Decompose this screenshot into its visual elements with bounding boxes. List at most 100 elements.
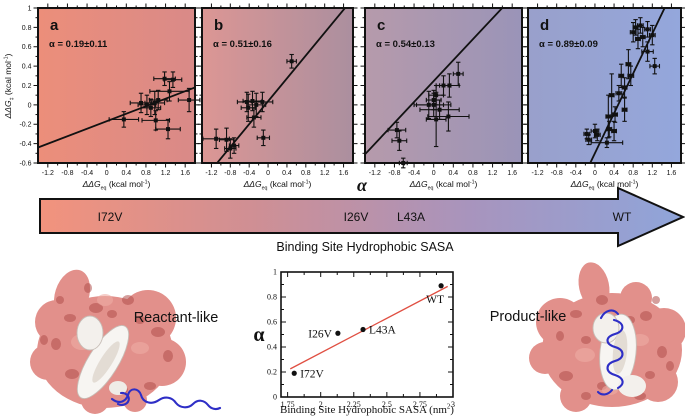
panel-background <box>528 8 681 163</box>
data-points <box>387 61 470 169</box>
point-label: WT <box>426 294 444 306</box>
data-point <box>636 17 644 34</box>
x-axis-title: ΔΔGeq (kcal mol-1) <box>82 179 151 192</box>
data-point <box>148 89 168 111</box>
data-point <box>438 283 444 289</box>
data-point <box>391 130 408 151</box>
data-point <box>163 71 183 88</box>
x-axis-title: Binding Site Hydrophobic SASA (nm2) <box>280 404 454 416</box>
data-point <box>648 24 656 46</box>
x-tick-label: 1.6 <box>507 170 517 177</box>
data-point <box>335 330 341 336</box>
point-label: L43A <box>369 325 397 337</box>
data-point <box>286 53 297 69</box>
axis-ticks <box>281 271 454 398</box>
x-tick-label: -0.4 <box>81 170 93 177</box>
data-point <box>627 65 635 87</box>
data-point <box>621 97 628 122</box>
y-tick-label: 0.4 <box>267 343 277 352</box>
y-tick-label: 0 <box>273 393 277 402</box>
x-tick-label: 1.2 <box>320 170 330 177</box>
x-tick-label: 0.8 <box>141 170 151 177</box>
data-point <box>583 128 591 140</box>
x-tick-label: 1.2 <box>647 170 657 177</box>
data-point <box>621 77 628 98</box>
x-axis-title: ΔΔGeq (kcal mol-1) <box>409 179 478 192</box>
data-point <box>608 73 615 118</box>
data-point <box>149 81 190 102</box>
y-tick-label: 1 <box>28 5 32 12</box>
y-tick-label: -0.6 <box>19 160 31 167</box>
data-point <box>649 57 661 75</box>
plot-border <box>280 271 454 398</box>
panel-border <box>364 7 523 164</box>
data-point <box>251 91 274 113</box>
y-tick-label: 0.2 <box>267 368 277 377</box>
x-tick-label: 1.6 <box>339 170 349 177</box>
x-axis-title: ΔΔGeq (kcal mol-1) <box>243 179 312 192</box>
x-tick-label: 0.8 <box>301 170 311 177</box>
y-tick-label: -0.4 <box>19 141 31 148</box>
x-tick-label: -0.4 <box>570 170 582 177</box>
alpha-annotation: α = 0.54±0.13 <box>376 39 435 50</box>
x-tick-label: 0 <box>105 170 109 177</box>
data-point <box>644 21 651 38</box>
product-structure <box>529 262 685 412</box>
data-point <box>246 107 262 128</box>
y-tick-label: 0.8 <box>267 293 277 302</box>
x-tick-label: 0.4 <box>282 170 292 177</box>
panel-border <box>37 7 196 164</box>
x-tick-label: -0.8 <box>61 170 73 177</box>
data-point <box>593 128 601 142</box>
peptide-chain <box>596 388 614 396</box>
y-axis-title: ΔΔG‡ (kcal mol-1) <box>3 53 16 119</box>
x-tick-label: -1.2 <box>532 170 544 177</box>
data-point <box>360 326 366 333</box>
data-point <box>218 127 235 152</box>
panel-border <box>527 7 682 164</box>
y-tick-label: 0 <box>28 102 32 109</box>
data-points <box>202 53 297 159</box>
y-tick-label: 0.6 <box>22 44 32 51</box>
data-points <box>108 71 201 140</box>
reactant-label: Reactant-like <box>133 310 219 326</box>
y-tick-label: -0.2 <box>19 122 31 129</box>
alpha-annotation: α = 0.89±0.09 <box>539 39 598 50</box>
x-tick-label: 0.4 <box>609 170 619 177</box>
x-tick-label: 2 <box>319 400 323 409</box>
scatter-panel-b: -1.2 -0.8 -0.4 0 0.4 0.8 1.2 1.6 b α = 0.51±0.16 Δ… <box>197 3 358 192</box>
x-tick-label: 0.8 <box>468 170 478 177</box>
x-tick-label: -0.4 <box>408 170 420 177</box>
panel-letter: d <box>540 17 549 34</box>
arrow-caption: Binding Site Hydrophobic SASA <box>276 240 454 254</box>
x-tick-label: 1.6 <box>180 170 190 177</box>
data-point <box>606 120 613 138</box>
data-point <box>612 106 618 123</box>
data-points <box>583 17 661 149</box>
x-tick-label: 0 <box>266 170 270 177</box>
data-point <box>387 121 407 139</box>
panel-letter: b <box>214 17 223 34</box>
panel-background <box>202 8 353 163</box>
data-point <box>427 101 470 132</box>
data-point <box>228 137 240 154</box>
fit-line <box>289 285 449 370</box>
y-tick-label: 1 <box>273 268 277 277</box>
fit-line <box>38 86 195 149</box>
arrow-variant-label: L43A <box>397 210 425 224</box>
data-point <box>618 63 625 88</box>
sasa-gradient-arrow: I72V I26V L43A WT Binding Site Hydrophobic S… <box>39 186 685 254</box>
data-point <box>425 91 447 148</box>
peptide-chain <box>110 388 222 411</box>
arrow-variant-label: WT <box>613 210 632 224</box>
x-tick-label: -0.8 <box>388 170 400 177</box>
x-tick-label: -0.4 <box>243 170 255 177</box>
x-tick-label: -1.2 <box>205 170 217 177</box>
data-point <box>641 41 654 62</box>
data-point <box>177 87 201 113</box>
x-tick-label: 3 <box>451 400 455 409</box>
x-tick-label: 1.2 <box>161 170 171 177</box>
alpha-annotation: α = 0.51±0.16 <box>213 39 272 50</box>
